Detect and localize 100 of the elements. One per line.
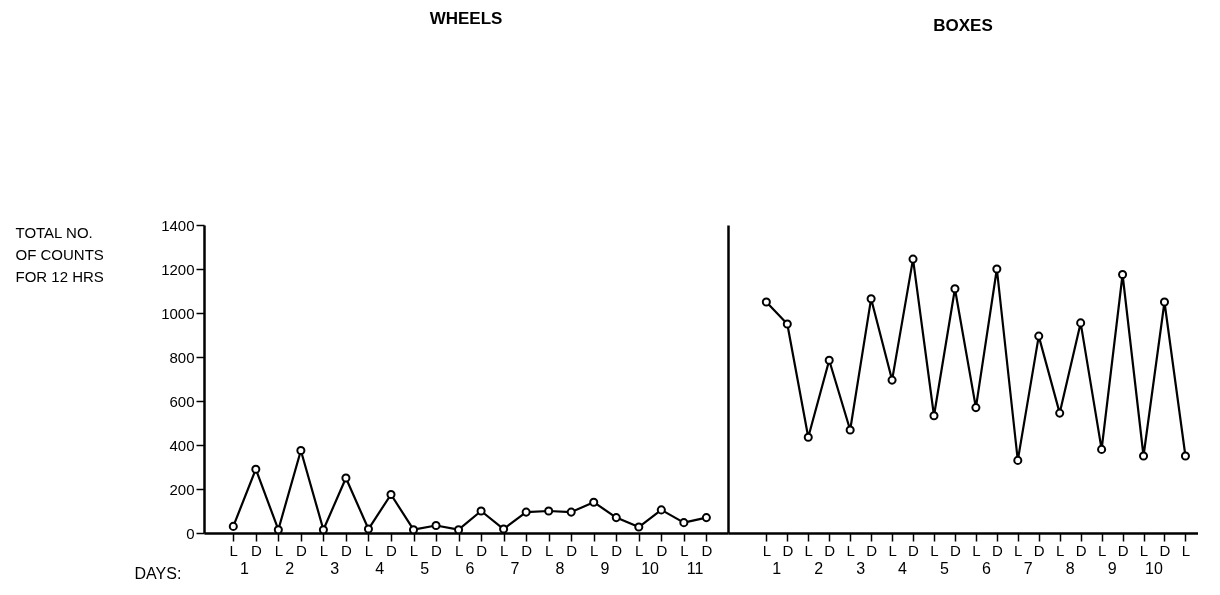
x-tick-label: L (454, 541, 464, 559)
x-tick-label: D (1159, 541, 1171, 559)
text: 6 (981, 560, 991, 577)
text: 11 (686, 560, 704, 577)
y-tick-label: 400 (169, 436, 195, 454)
x-tick-label: L (804, 541, 813, 559)
point (318, 525, 328, 535)
point (251, 464, 261, 474)
point (363, 524, 373, 534)
x-tick-label: L (1181, 541, 1191, 559)
point (908, 254, 918, 264)
text: 10 (1145, 560, 1163, 577)
text: 10 (641, 560, 660, 577)
x-tick-label: D (866, 541, 878, 559)
x-tick-label: L (846, 541, 855, 559)
text: 5 (940, 560, 949, 577)
x-tick-label: D (611, 541, 623, 559)
text: 7 (1023, 560, 1033, 577)
chart-title: BOXES (933, 16, 993, 35)
x-tick-label: D (386, 541, 398, 559)
x-tick-label: D (341, 541, 352, 559)
y-tick-label: 200 (169, 480, 195, 498)
text: 3 (856, 560, 866, 577)
text: 1 (240, 560, 250, 577)
x-tick-label: D (476, 541, 488, 559)
point (296, 445, 306, 456)
x-tick-label: D (782, 541, 794, 559)
point (1034, 331, 1044, 341)
point (1180, 451, 1190, 461)
y-tick-label: 600 (169, 392, 195, 410)
x-tick-label: L (545, 541, 554, 559)
x-tick-label: L (409, 541, 419, 559)
point (1159, 297, 1170, 307)
text: 9 (600, 560, 610, 577)
x-tick-label: D (991, 541, 1003, 559)
point (386, 489, 396, 500)
x-tick-label: L (680, 541, 689, 559)
point (929, 411, 939, 421)
x-tick-label: D (701, 541, 713, 559)
point (476, 506, 486, 516)
text: 8 (555, 560, 565, 577)
point (454, 525, 464, 535)
y-tick-label: 1000 (161, 304, 195, 322)
point (1076, 318, 1086, 328)
x-tick-label: L (499, 541, 509, 559)
x-tick-label: D (250, 541, 262, 559)
point (887, 375, 897, 385)
point (1055, 408, 1065, 418)
x-tick-label: D (566, 541, 578, 559)
x-tick-label: D (1033, 541, 1045, 559)
point (499, 524, 509, 534)
text: 9 (1107, 560, 1117, 577)
point (992, 264, 1002, 274)
x-tick-label: D (824, 541, 836, 559)
point (761, 297, 771, 307)
text: 4 (898, 560, 908, 577)
point (1097, 444, 1107, 454)
text: 4 (375, 560, 385, 577)
x-axis-title: DAYS: (134, 564, 182, 582)
point (566, 507, 576, 517)
x-tick-label: L (635, 541, 644, 559)
text: 1 (772, 560, 782, 577)
x-tick-label: L (888, 541, 897, 559)
point (701, 513, 711, 523)
x-tick-label: L (1056, 541, 1065, 559)
x-tick-label: L (1139, 541, 1149, 559)
y-tick-label: 1200 (161, 260, 195, 278)
point (521, 507, 531, 517)
point (589, 497, 599, 507)
point (408, 525, 419, 535)
text: 2 (814, 560, 824, 577)
point (1013, 455, 1023, 465)
text: 5 (420, 560, 430, 577)
point (273, 525, 283, 535)
point (634, 522, 644, 532)
x-tick-label: D (908, 541, 920, 559)
x-tick-label: L (319, 541, 329, 559)
text: 6 (465, 560, 475, 577)
y-tick-label: 800 (169, 348, 195, 366)
x-tick-label: L (1014, 541, 1023, 559)
y-tick-label: 0 (186, 524, 195, 542)
point (845, 425, 855, 435)
point (782, 319, 792, 329)
x-tick-label: D (521, 541, 533, 559)
text: 2 (285, 560, 295, 577)
x-tick-label: L (930, 541, 939, 559)
text: 3 (330, 560, 340, 577)
y-tick-label: 1400 (161, 216, 195, 234)
point (341, 473, 351, 483)
point (950, 284, 960, 294)
x-tick-label: D (431, 541, 443, 559)
x-tick-label: L (590, 541, 599, 559)
point (1138, 451, 1149, 461)
point (431, 520, 441, 531)
x-tick-label: D (295, 541, 307, 559)
x-tick-label: L (364, 541, 374, 559)
chart-title: WHEELS (429, 9, 503, 28)
point (1118, 269, 1128, 280)
x-tick-label: L (972, 541, 981, 559)
point (679, 518, 689, 528)
